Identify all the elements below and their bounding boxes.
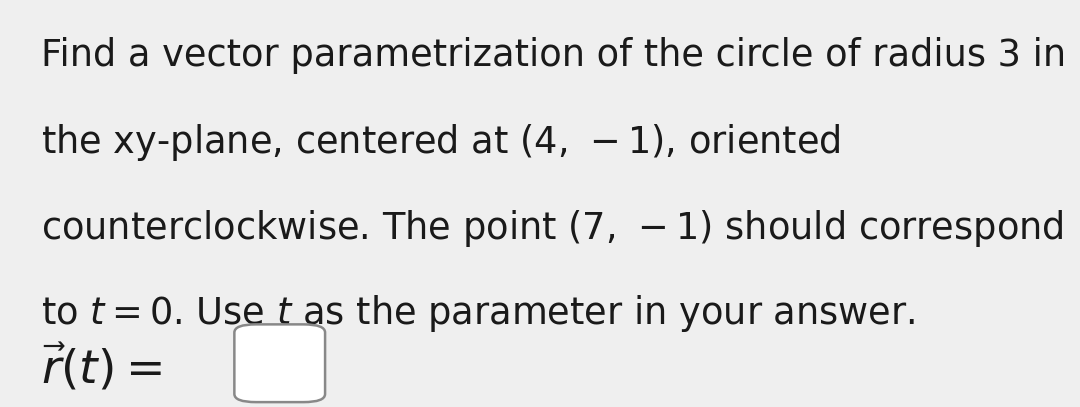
Text: the xy-plane, centered at $(4,\,-1)$, oriented: the xy-plane, centered at $(4,\,-1)$, or… — [41, 122, 841, 163]
Text: $\vec{r}(t) =$: $\vec{r}(t) =$ — [41, 343, 162, 394]
Text: to $t = 0$. Use $t$ as the parameter in your answer.: to $t = 0$. Use $t$ as the parameter in … — [41, 293, 915, 334]
Text: counterclockwise. The point $(7,\,-1)$ should correspond: counterclockwise. The point $(7,\,-1)$ s… — [41, 208, 1064, 249]
FancyBboxPatch shape — [234, 324, 325, 402]
Text: Find a vector parametrization of the circle of radius 3 in: Find a vector parametrization of the cir… — [41, 37, 1066, 74]
